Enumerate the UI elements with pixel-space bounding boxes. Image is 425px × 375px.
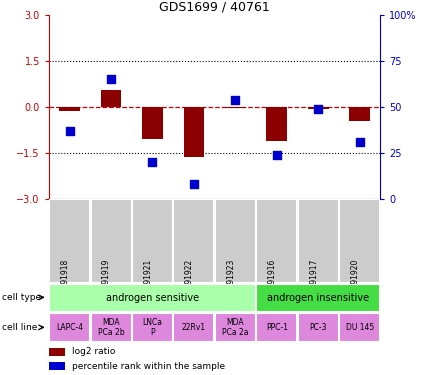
Text: DU 145: DU 145 <box>346 323 374 332</box>
Point <box>66 128 73 134</box>
Point <box>108 76 114 82</box>
Title: GDS1699 / 40761: GDS1699 / 40761 <box>159 1 270 14</box>
Text: GSM91919: GSM91919 <box>102 258 111 300</box>
Bar <box>339 199 380 283</box>
Point <box>315 106 322 112</box>
Text: 22Rv1: 22Rv1 <box>182 323 206 332</box>
Bar <box>298 313 339 342</box>
Bar <box>49 313 90 342</box>
Bar <box>339 313 380 342</box>
Text: log2 ratio: log2 ratio <box>72 347 116 356</box>
Bar <box>308 107 329 109</box>
Text: GSM91921: GSM91921 <box>144 258 153 300</box>
Text: GSM91922: GSM91922 <box>185 258 194 300</box>
Bar <box>173 313 215 342</box>
Point <box>190 181 197 187</box>
Bar <box>59 107 80 111</box>
Text: LAPC-4: LAPC-4 <box>56 323 83 332</box>
Bar <box>132 313 173 342</box>
Bar <box>184 107 204 158</box>
Point <box>149 159 156 165</box>
Text: MDA
PCa 2b: MDA PCa 2b <box>98 318 125 337</box>
Text: MDA
PCa 2a: MDA PCa 2a <box>222 318 249 337</box>
Point <box>232 96 239 102</box>
Bar <box>256 199 297 283</box>
Bar <box>266 107 287 141</box>
Text: GSM91918: GSM91918 <box>61 258 70 300</box>
Text: GSM91923: GSM91923 <box>227 258 235 300</box>
Bar <box>49 284 256 312</box>
Text: cell line: cell line <box>2 323 37 332</box>
Point <box>356 139 363 145</box>
Bar <box>256 313 297 342</box>
Text: androgen sensitive: androgen sensitive <box>106 293 199 303</box>
Bar <box>215 199 256 283</box>
Bar <box>215 313 256 342</box>
Bar <box>91 313 132 342</box>
Bar <box>101 90 122 107</box>
Bar <box>256 284 380 312</box>
Bar <box>91 199 132 283</box>
Bar <box>173 199 215 283</box>
Text: GSM91916: GSM91916 <box>268 258 277 300</box>
Bar <box>142 107 163 139</box>
Bar <box>49 348 65 355</box>
Text: LNCa
P: LNCa P <box>142 318 162 337</box>
Bar <box>225 107 246 108</box>
Bar <box>49 199 90 283</box>
Text: GSM91920: GSM91920 <box>351 258 360 300</box>
Bar <box>132 199 173 283</box>
Bar <box>349 107 370 121</box>
Text: GSM91917: GSM91917 <box>309 258 318 300</box>
Text: percentile rank within the sample: percentile rank within the sample <box>72 362 225 370</box>
Point <box>273 152 280 157</box>
Text: cell type: cell type <box>2 293 41 302</box>
Text: PC-3: PC-3 <box>309 323 327 332</box>
Text: androgen insensitive: androgen insensitive <box>267 293 369 303</box>
Bar <box>49 362 65 370</box>
Text: PPC-1: PPC-1 <box>266 323 288 332</box>
Bar <box>298 199 339 283</box>
